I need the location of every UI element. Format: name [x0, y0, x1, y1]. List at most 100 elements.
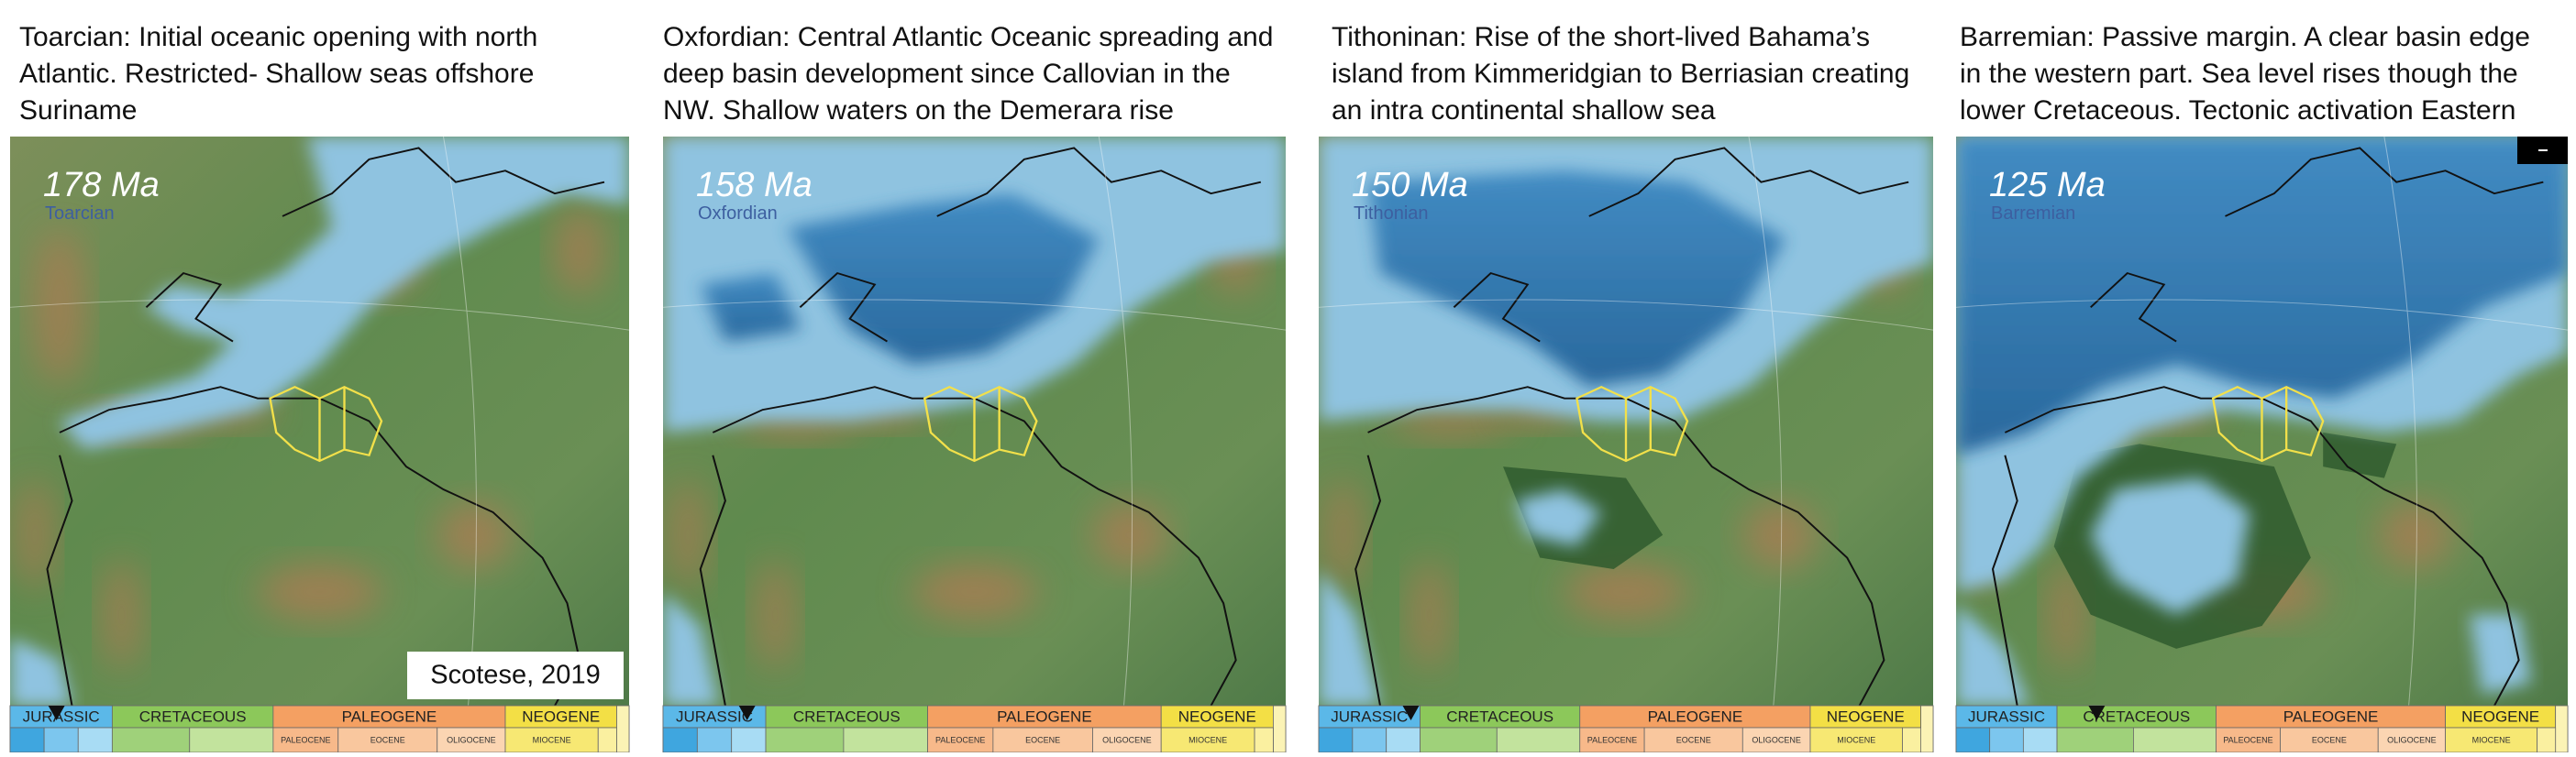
epoch-label: EOCENE [2312, 735, 2347, 744]
coastline [1991, 455, 2018, 706]
epoch-label: EOCENE [370, 735, 405, 744]
period-label: NEOGENE [1827, 708, 1905, 725]
period-label: PALEOGENE [2283, 708, 2379, 725]
epoch-cell [43, 727, 79, 753]
period-label: JURASSIC [1331, 708, 1408, 725]
epoch-cell [1643, 727, 1743, 753]
graticule [663, 137, 1286, 706]
map [663, 137, 1286, 706]
epoch-label: OLIGOCENE [1752, 735, 1801, 744]
epoch-cell [992, 727, 1093, 753]
period-cell [2056, 705, 2217, 729]
highland [437, 500, 512, 569]
map [1319, 137, 1933, 706]
caption-line: lower Cretaceous. Tectonic activation Ea… [1960, 95, 2515, 126]
period-label: CRETACEOUS [2083, 708, 2190, 725]
highland [1410, 557, 1448, 672]
epoch-label: MIOCENE [533, 735, 571, 744]
highland [756, 557, 794, 672]
age-label: 178 Ma [43, 166, 160, 204]
coastline [2004, 386, 2520, 706]
highland [2048, 557, 2085, 672]
epoch-cell [765, 727, 845, 753]
epoch-label: OLIGOCENE [1102, 735, 1152, 744]
time-marker [1402, 706, 1420, 720]
epoch-cell [9, 727, 45, 753]
suriname-outline [269, 386, 383, 463]
period-cell [1955, 705, 2058, 729]
map [1956, 137, 2568, 706]
panel: Barremian: Passive margin. A clear basin… [1955, 22, 2569, 753]
coastline [936, 147, 1262, 217]
coastline [1453, 271, 1541, 343]
highland [1092, 500, 1167, 569]
coastline [145, 271, 234, 343]
caption-line: Suriname [19, 95, 137, 126]
credit: Scotese, 2019 [430, 661, 600, 690]
coastline [2090, 271, 2177, 343]
epoch-cell [1741, 727, 1811, 753]
period-label: JURASSIC [23, 708, 100, 725]
period-label: PALEOGENE [342, 708, 437, 725]
shallow-sea [1956, 603, 2030, 706]
epoch-cell [77, 727, 113, 753]
highland [1392, 403, 1516, 439]
stage-label: Toarcian [45, 203, 115, 224]
map [10, 137, 629, 706]
epoch-cell [843, 727, 928, 753]
stage-label: Tithonian [1354, 203, 1429, 224]
period-label: PALEOGENE [997, 708, 1092, 725]
caption-line: Oxfordian: Central Atlantic Oceanic spre… [663, 22, 1273, 52]
highland [2378, 500, 2452, 569]
deep-ocean [1367, 170, 1786, 388]
epoch-cell [1318, 727, 1354, 753]
epoch-label: EOCENE [1025, 735, 1060, 744]
highland [103, 557, 140, 672]
caption-line: in the western part. Sea level rises tho… [1960, 59, 2518, 89]
deep-ocean [700, 273, 801, 342]
epoch-cell [662, 727, 698, 753]
caption-line: Toarcian: Initial oceanic opening with n… [19, 22, 537, 52]
period-cell [1579, 705, 1811, 729]
epoch-cell [1989, 727, 2024, 753]
highland [35, 227, 84, 388]
age-label: 150 Ma [1352, 166, 1468, 204]
graticule [1956, 137, 2568, 706]
period-cell [504, 705, 617, 729]
stage-label: Barremian [1991, 203, 2075, 224]
caption-line: Barremian: Passive margin. A clear basin… [1960, 22, 2530, 52]
coastline [2225, 147, 2544, 217]
coastline [282, 147, 605, 217]
epoch-label: MIOCENE [1188, 735, 1227, 744]
highland [669, 477, 707, 592]
epoch-cell [2377, 727, 2446, 753]
epoch-cell [696, 727, 733, 753]
panel: Tithoninan: Rise of the short-lived Baha… [1318, 22, 1934, 753]
coastline [712, 386, 1237, 706]
panel: Oxfordian: Central Atlantic Oceanic spre… [662, 22, 1287, 753]
shallow-sea [1319, 568, 1380, 706]
highland [1742, 500, 1817, 569]
epoch-label: OLIGOCENE [447, 735, 496, 744]
period-label: CRETACEOUS [1446, 708, 1553, 725]
suriname-outline [2211, 386, 2325, 463]
period-label: NEOGENE [1178, 708, 1256, 725]
epoch-cell [1254, 727, 1274, 753]
highland [912, 563, 1037, 620]
epoch-cell [504, 727, 599, 753]
coastline [1367, 386, 1885, 706]
epoch-cell [2022, 727, 2058, 753]
period-label: CRETACEOUS [139, 708, 247, 725]
period-cell [2555, 705, 2569, 753]
period-cell [1920, 705, 1934, 753]
period-cell [1420, 705, 1581, 729]
shallow-sea [60, 137, 629, 450]
suriname-outline [1575, 386, 1689, 463]
credit-box [407, 652, 624, 699]
time-marker [48, 706, 65, 720]
epoch-cell [1420, 727, 1498, 753]
time-marker [2088, 706, 2106, 720]
coastline [1588, 147, 1909, 217]
graticule [1319, 137, 1933, 706]
